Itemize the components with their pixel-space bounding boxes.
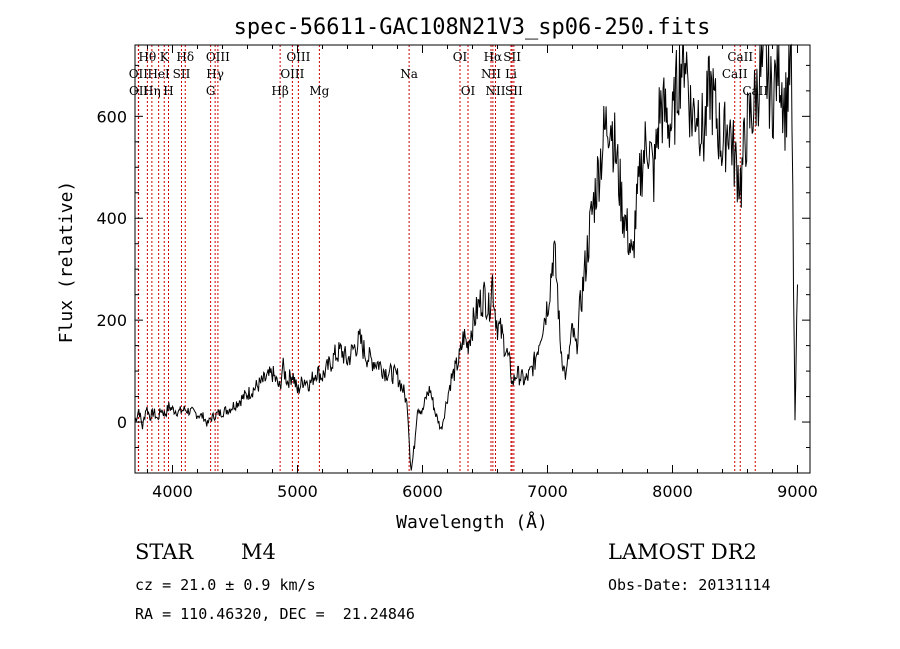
line-label-17: OI [453,50,468,64]
line-label-13: OIII [280,67,304,81]
line-label-24: SII [505,84,523,98]
line-label-4: HeI [147,67,170,81]
x-tick-label-2: 6000 [402,482,443,501]
spectral-line-markers [137,45,756,473]
line-label-15: Mg [309,84,329,98]
line-label-10: Hγ [206,67,224,81]
line-label-0: Hθ [139,50,157,64]
line-label-8: Hδ [176,50,194,64]
line-label-7: SII [173,67,191,81]
line-label-20: Hα [484,50,503,64]
coordinates: RA = 110.46320, DEC = 21.24846 [135,605,415,623]
redshift-value: cz = 21.0 ± 0.9 km/s [135,576,316,594]
spectral-line-labels: HθOIIOIIHηHeIKHSIIHδGHγOIIIHβOIIIOIIIMgN… [129,50,769,98]
object-subclass: M4 [241,540,276,564]
x-axis-label: Wavelength (Å) [396,511,548,533]
line-label-23: SII [503,50,521,64]
observation-date: Obs-Date: 20131114 [608,576,771,594]
line-label-12: Hβ [271,84,288,98]
x-tick-label-4: 8000 [652,482,693,501]
y-tick-label-0: 0 [117,413,127,432]
flux-series-group [134,43,798,471]
line-label-22: Li [505,67,517,81]
line-label-9: G [206,84,216,98]
line-label-26: CaII [727,50,753,64]
line-label-14: OIII [286,50,310,64]
survey-name: LAMOST DR2 [608,540,757,564]
line-label-1: OII [129,67,149,81]
y-tick-label-2: 400 [96,209,127,228]
y-tick-label-3: 600 [96,107,127,126]
y-tick-label-1: 200 [96,311,127,330]
line-label-6: H [163,84,173,98]
object-class: STAR [135,540,194,564]
line-label-21: NII [486,84,506,98]
x-tick-label-3: 7000 [527,482,568,501]
chart-title: spec-56611-GAC108N21V3_sp06-250.fits [234,15,711,40]
flux-series-line-0 [134,43,798,471]
x-tick-label-0: 4000 [152,482,193,501]
line-label-11: OIII [206,50,230,64]
x-tick-label-5: 9000 [777,482,818,501]
y-axis-label: Flux (relative) [56,181,77,344]
line-label-3: Hη [143,84,161,98]
line-label-19: NII [481,67,501,81]
line-label-5: K [160,50,170,64]
x-tick-label-1: 5000 [277,482,318,501]
line-label-16: Na [400,67,418,81]
line-label-25: CaII [722,67,748,81]
line-label-18: OI [461,84,476,98]
axis-ticks: 4000 5000 6000 7000 8000 9000 0 200 400 600 [96,45,818,501]
